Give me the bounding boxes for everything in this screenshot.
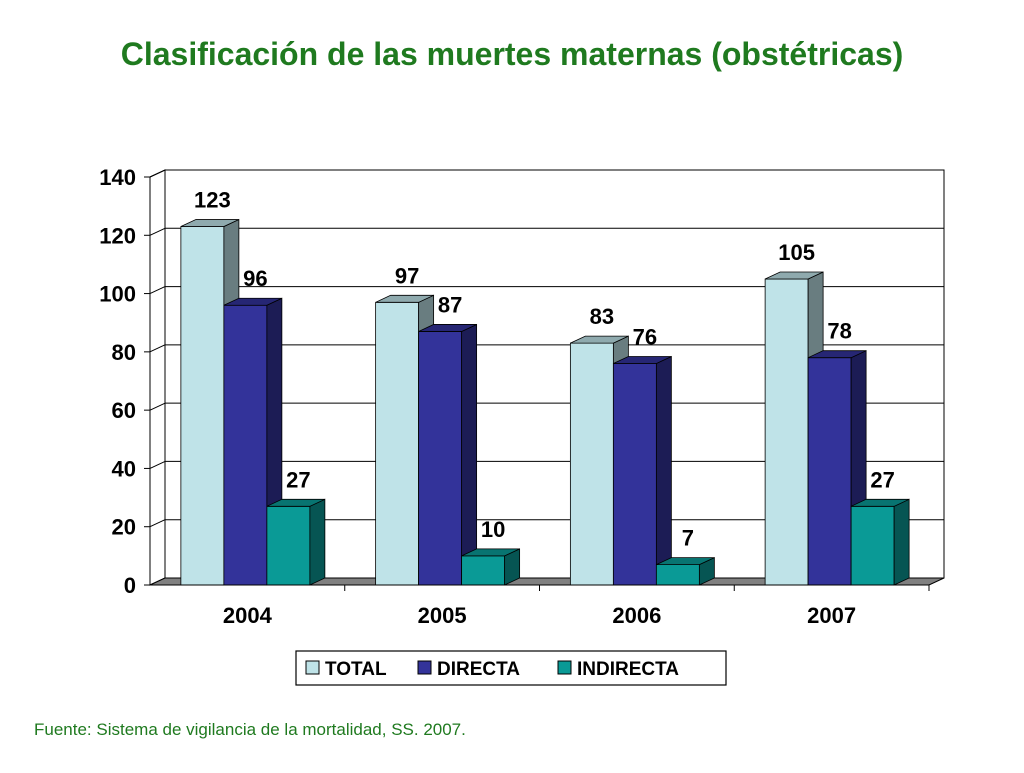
data-label: 27 xyxy=(870,467,894,492)
legend-box xyxy=(295,650,727,686)
bar xyxy=(223,304,268,586)
data-label: 10 xyxy=(481,517,505,542)
legend-label: TOTAL xyxy=(325,659,387,680)
bar-top xyxy=(850,498,910,507)
bar-top xyxy=(418,324,477,332)
bar-top xyxy=(764,271,824,280)
bar xyxy=(569,342,614,586)
bar xyxy=(764,278,809,586)
x-tick-label: 2006 xyxy=(612,603,661,628)
bar-side xyxy=(461,323,478,586)
data-label: 97 xyxy=(395,263,419,288)
bars xyxy=(180,218,910,586)
y-tick-label: 60 xyxy=(112,398,136,423)
data-label: 96 xyxy=(243,266,267,291)
legend-label: DIRECTA xyxy=(437,659,520,680)
bar xyxy=(180,226,225,586)
bar xyxy=(807,357,852,586)
y-tick-label: 80 xyxy=(112,340,136,365)
y-tick-label: 0 xyxy=(124,573,136,598)
bar-top xyxy=(613,356,672,364)
bar xyxy=(850,505,895,586)
y-tick-label: 20 xyxy=(112,515,136,540)
gridline-side xyxy=(149,227,166,236)
x-tick-label: 2005 xyxy=(418,603,467,628)
data-label: 27 xyxy=(286,467,310,492)
data-label: 76 xyxy=(633,325,657,350)
gridline-side xyxy=(149,169,166,178)
source-note: Fuente: Sistema de vigilancia de la mort… xyxy=(34,720,466,739)
slide-title: Clasificación de las muertes maternas (o… xyxy=(120,36,904,72)
bar-top xyxy=(656,557,715,565)
bar-top xyxy=(570,335,629,344)
legend-swatch xyxy=(305,660,320,675)
data-label: 123 xyxy=(194,188,231,213)
data-labels: 123 96 27 97 87 10 83 76 7 105 78 27 xyxy=(194,188,895,551)
x-tick-label: 2004 xyxy=(223,603,273,628)
legend-swatch xyxy=(417,660,432,675)
bar-top xyxy=(223,297,283,306)
gridline-side xyxy=(149,460,166,469)
x-tick-label: 2007 xyxy=(807,603,856,628)
axes: 0 20 40 60 80 100 120 140 2004 2005 2006 2007 xyxy=(99,165,930,628)
gridline-side xyxy=(149,286,166,295)
data-label: 83 xyxy=(590,304,614,329)
data-label: 105 xyxy=(778,240,815,265)
y-tick-label: 100 xyxy=(99,282,136,307)
bar xyxy=(461,555,506,586)
gridline-side xyxy=(149,519,166,528)
bar xyxy=(375,301,420,586)
gridline-side xyxy=(149,402,166,411)
bar-top xyxy=(266,498,326,507)
bar xyxy=(266,505,311,586)
bar xyxy=(418,331,463,586)
data-label: 78 xyxy=(827,319,851,344)
data-label: 87 xyxy=(438,292,462,317)
gridline-side xyxy=(149,344,166,353)
bar-top xyxy=(807,350,867,359)
bar-side xyxy=(309,498,326,586)
y-tick-label: 140 xyxy=(99,165,136,190)
legend: TOTAL DIRECTA INDIRECTA xyxy=(295,650,727,686)
y-tick-label: 40 xyxy=(112,456,136,481)
y-tick-label: 120 xyxy=(99,223,136,248)
bar-side xyxy=(655,355,672,586)
bar-top xyxy=(461,548,520,557)
bar-side xyxy=(893,498,910,586)
legend-swatch xyxy=(557,660,572,675)
data-label: 7 xyxy=(682,526,694,551)
bar-top xyxy=(180,219,240,227)
bar xyxy=(612,363,657,586)
bar xyxy=(655,564,700,586)
legend-label: INDIRECTA xyxy=(577,659,679,680)
bar-top xyxy=(375,294,434,303)
